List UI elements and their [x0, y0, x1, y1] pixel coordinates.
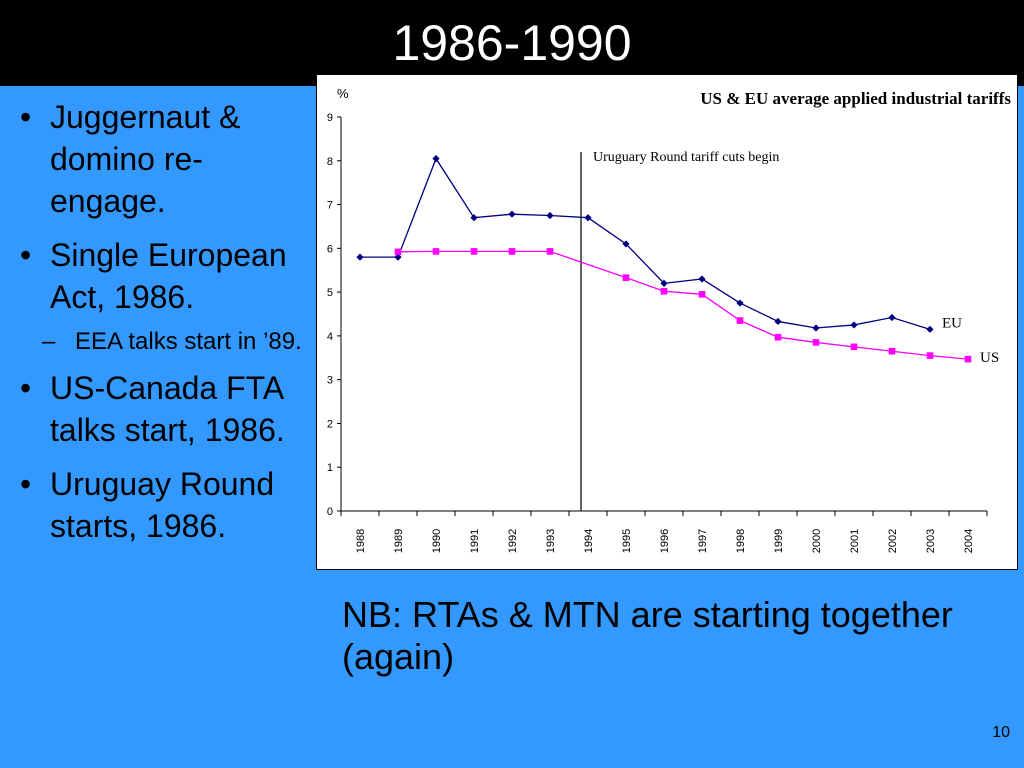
y-tick-label: 4: [327, 331, 333, 343]
y-tick-label: 7: [327, 200, 333, 212]
chart-svg: 0 1 2 3 4 5 6 7 8 9 1988 1989 1990 1991 1992 1993 1994 19…: [327, 86, 1011, 553]
nb-note: NB: RTAs & MTN are starting together (ag…: [342, 594, 953, 677]
bullet-list: • Juggernaut & domino re-engage. • Singl…: [20, 96, 310, 559]
data-point-eu: [356, 253, 364, 261]
data-point-us: [698, 291, 706, 298]
bullet-text: Single European Act, 1986.: [50, 237, 287, 315]
bullet-text: Uruguay Round starts, 1986.: [50, 466, 275, 544]
y-tick-label: 0: [327, 506, 333, 518]
bullet-text: US-Canada FTA talks start, 1986.: [50, 370, 285, 448]
series-label-us: US: [980, 350, 999, 366]
series-line-eu: [360, 157, 931, 330]
page-number: 10: [992, 724, 1010, 741]
data-point-eu: [432, 154, 440, 163]
data-point-eu: [812, 324, 820, 332]
dash-icon: –: [42, 328, 56, 355]
x-tick-label: 1992: [507, 529, 519, 553]
x-tick-label: 1993: [545, 529, 557, 553]
chart-marks: Uruguary Round tariff cuts begin EU US: [356, 150, 999, 511]
y-tick-label: 5: [327, 287, 333, 299]
series-line-us: [397, 250, 969, 360]
data-point-us: [622, 274, 630, 281]
data-point-us: [850, 343, 858, 351]
y-tick-label: 1: [327, 462, 333, 474]
x-tick-label: 1990: [431, 529, 443, 553]
bullet-dot-icon: •: [20, 466, 32, 502]
title-bar: [0, 0, 1024, 86]
data-point-us: [812, 339, 820, 346]
x-tick-label: 1996: [659, 529, 671, 553]
x-tick-label: 1989: [393, 529, 405, 553]
chart-title: US & EU average applied industrial tarif…: [700, 89, 1011, 108]
bullet-item: • Single European Act, 1986.: [20, 234, 310, 318]
data-point-us: [660, 287, 668, 295]
bullet-item: • US-Canada FTA talks start, 1986.: [20, 367, 310, 451]
data-point-us: [926, 352, 934, 359]
x-tick-label: 1998: [735, 529, 747, 553]
x-tick-label: 1988: [355, 529, 367, 553]
data-point-eu: [508, 210, 516, 218]
series-label-eu: EU: [942, 315, 962, 331]
y-axis-label: %: [337, 86, 349, 101]
annotation-label: Uruguary Round tariff cuts begin: [593, 150, 779, 165]
data-point-eu: [736, 299, 744, 307]
data-point-eu: [698, 275, 706, 283]
data-point-eu: [622, 240, 630, 248]
x-tick-label: 1994: [583, 529, 595, 553]
x-tick-label: 2000: [811, 529, 823, 553]
x-tick-label: 2002: [887, 529, 899, 553]
data-point-eu: [774, 317, 782, 326]
data-point-eu: [546, 211, 554, 220]
x-tick-label: 2001: [849, 529, 861, 553]
y-tick-label: 3: [327, 375, 333, 387]
data-point-us: [470, 248, 478, 255]
bullet-dot-icon: •: [20, 99, 32, 135]
data-point-eu: [394, 253, 402, 261]
bullet-item: • Juggernaut & domino re-engage.: [20, 96, 310, 222]
bullet-text: Juggernaut & domino re-engage.: [50, 99, 241, 219]
y-tick-label: 2: [327, 418, 333, 430]
bullet-dot-icon: •: [20, 370, 32, 406]
y-tick-label: 8: [327, 156, 333, 168]
x-tick-label: 1999: [773, 529, 785, 553]
sub-bullet-text: EEA talks start in ’89.: [75, 328, 302, 355]
data-point-eu: [850, 321, 858, 329]
sub-bullet-item: – EEA talks start in ’89.: [20, 326, 310, 357]
data-point-us: [736, 317, 744, 324]
chart-axes: 0 1 2 3 4 5 6 7 8 9 1988 1989 1990 1991 1992 1993 1994 19…: [327, 112, 988, 553]
data-point-us: [508, 248, 516, 255]
tariff-chart: 0 1 2 3 4 5 6 7 8 9 1988 1989 1990 1991 1992 1993 1994 19…: [316, 74, 1018, 570]
data-point-us: [964, 355, 972, 363]
data-point-us: [394, 248, 402, 256]
x-tick-label: 1995: [621, 529, 633, 553]
data-point-eu: [470, 214, 478, 222]
data-point-eu: [926, 325, 934, 333]
data-point-eu: [584, 214, 592, 222]
data-point-eu: [888, 313, 896, 322]
slide-title: 1986-1990: [392, 15, 632, 71]
x-tick-label: 1991: [469, 529, 481, 553]
data-point-us: [432, 248, 440, 255]
x-tick-label: 2004: [963, 529, 975, 553]
data-point-us: [774, 333, 782, 341]
bullet-item: • Uruguay Round starts, 1986.: [20, 463, 310, 547]
x-tick-label: 2003: [925, 529, 937, 553]
y-tick-label: 9: [327, 112, 333, 124]
x-tick-label: 1997: [697, 529, 709, 553]
data-point-us: [546, 248, 554, 255]
bullet-dot-icon: •: [20, 237, 32, 273]
data-point-us: [888, 347, 896, 355]
y-tick-label: 6: [327, 243, 333, 255]
